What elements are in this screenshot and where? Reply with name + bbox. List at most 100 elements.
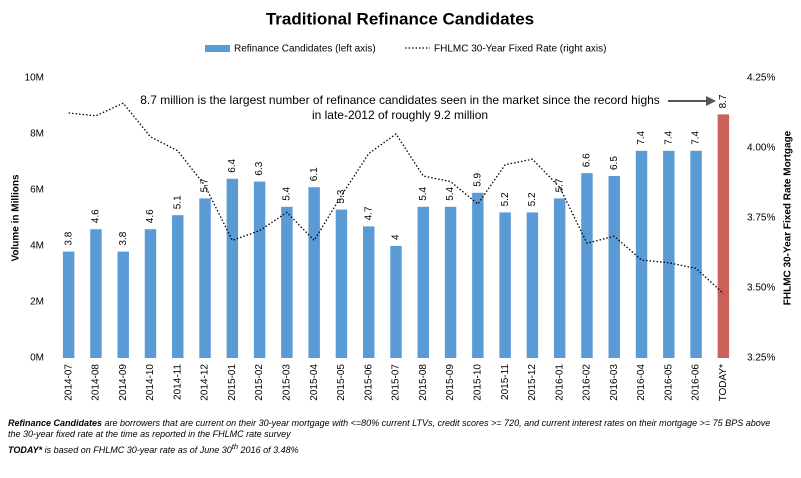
x-tick-label: 2016-04 xyxy=(636,364,647,401)
value-label: 5.2 xyxy=(527,192,538,206)
value-label: 5.1 xyxy=(172,195,183,209)
bar xyxy=(62,251,75,358)
bar xyxy=(144,229,157,358)
bar xyxy=(335,209,348,358)
x-tick-label: 2014-11 xyxy=(172,364,183,400)
bar xyxy=(199,198,211,358)
legend-label: FHLMC 30-Year Fixed Rate (right axis) xyxy=(434,44,606,55)
value-label: 5.4 xyxy=(282,186,293,200)
x-tick-label: 2014-07 xyxy=(63,364,74,401)
y-tick-label: 4M xyxy=(30,241,44,252)
value-label: 4.6 xyxy=(145,209,156,223)
value-label: 5.2 xyxy=(500,192,511,206)
y-tick-label: 0M xyxy=(30,353,44,364)
y-tick-label: 2M xyxy=(30,297,44,308)
x-tick-label: 2015-07 xyxy=(391,364,402,401)
bar xyxy=(117,251,129,358)
y2-tick-label: 4.00% xyxy=(747,143,775,154)
legend-label: Refinance Candidates (left axis) xyxy=(234,44,376,55)
x-tick-label: 2016-06 xyxy=(691,364,702,401)
y2-tick-label: 3.75% xyxy=(747,213,775,224)
value-label: 6.6 xyxy=(582,153,593,167)
x-tick-label: 2015-09 xyxy=(445,364,456,401)
x-tick-label: 2015-10 xyxy=(472,364,483,401)
bar xyxy=(444,206,457,358)
value-label: 5.7 xyxy=(554,178,565,192)
value-label: 8.7 xyxy=(718,94,729,108)
x-tick-label: 2015-08 xyxy=(418,364,429,401)
y2-axis-title: FHLMC 30-Year Fixed Rate Mortgage xyxy=(783,130,794,305)
bar xyxy=(281,206,293,358)
x-tick-label: 2016-03 xyxy=(609,364,620,401)
bar xyxy=(690,150,702,358)
bar xyxy=(172,215,184,358)
bar xyxy=(499,212,511,358)
bar xyxy=(663,150,675,358)
x-tick-label: 2015-02 xyxy=(254,364,265,401)
note-text: 2016 of 3.48% xyxy=(238,445,299,455)
y-axis-title: Volume in Millions xyxy=(11,174,22,261)
value-label: 4 xyxy=(391,234,402,240)
x-tick-label: 2015-04 xyxy=(309,364,320,401)
legend-swatch xyxy=(205,45,230,52)
annotation: in late-2012 of roughly 9.2 million xyxy=(312,108,488,122)
value-label: 5.9 xyxy=(472,172,483,186)
footnote: Refinance Candidates are borrowers that … xyxy=(8,418,778,440)
x-tick-label: 2016-05 xyxy=(663,364,674,401)
x-tick-label: 2014-08 xyxy=(91,364,102,401)
value-label: 6.1 xyxy=(309,167,320,181)
value-label: 3.8 xyxy=(118,231,129,245)
x-tick-label: 2016-02 xyxy=(582,364,593,401)
value-label: 4.6 xyxy=(91,209,102,223)
bar xyxy=(90,229,102,358)
bar xyxy=(553,198,566,358)
value-label: 7.4 xyxy=(636,130,647,144)
line xyxy=(68,102,724,295)
bar xyxy=(472,192,484,358)
x-tick-label: 2015-05 xyxy=(336,364,347,401)
value-label: 4.7 xyxy=(363,206,374,220)
value-label: 6.5 xyxy=(609,156,620,170)
bar xyxy=(308,187,320,358)
bar xyxy=(717,114,730,359)
x-tick-label: 2015-12 xyxy=(527,364,538,401)
bar xyxy=(526,212,539,358)
x-tick-label: 2014-12 xyxy=(200,364,211,401)
y-tick-label: 10M xyxy=(25,73,44,84)
bar xyxy=(253,181,266,358)
bar xyxy=(581,173,593,358)
annotation: 8.7 million is the largest number of ref… xyxy=(140,93,660,107)
bar xyxy=(226,178,239,358)
bar xyxy=(635,150,648,358)
footnote: TODAY* is based on FHLMC 30-year rate as… xyxy=(8,441,778,456)
y-tick-label: 6M xyxy=(30,185,44,196)
note-bold: TODAY* xyxy=(8,445,43,455)
bar xyxy=(608,176,620,358)
x-tick-label: 2015-03 xyxy=(282,364,293,401)
x-tick-label: 2015-01 xyxy=(227,364,238,401)
bar xyxy=(390,246,402,358)
x-tick-label: TODAY* xyxy=(718,364,729,402)
y2-tick-label: 3.50% xyxy=(747,283,775,294)
arrow-head xyxy=(706,96,716,106)
x-tick-label: 2014-10 xyxy=(145,364,156,401)
value-label: 5.4 xyxy=(445,186,456,200)
y2-tick-label: 3.25% xyxy=(747,353,775,364)
x-tick-label: 2014-09 xyxy=(118,364,129,401)
note-text: are borrowers that are current on their … xyxy=(8,418,771,439)
value-label: 5.4 xyxy=(418,186,429,200)
x-tick-label: 2016-01 xyxy=(554,364,565,401)
chart: Traditional Refinance Candidates 8.7 mil… xyxy=(11,9,794,402)
y2-tick-label: 4.25% xyxy=(747,73,775,84)
value-label: 7.4 xyxy=(691,130,702,144)
note-bold: Refinance Candidates xyxy=(8,418,103,428)
note-text: is based on FHLMC 30-year rate as of Jun… xyxy=(42,445,232,455)
x-tick-label: 2015-11 xyxy=(500,364,511,400)
x-tick-label: 2015-06 xyxy=(363,364,374,401)
note-sup: th xyxy=(231,442,239,451)
bar xyxy=(362,226,375,358)
value-label: 7.4 xyxy=(663,130,674,144)
bar xyxy=(417,206,430,358)
y-tick-label: 8M xyxy=(30,129,44,140)
